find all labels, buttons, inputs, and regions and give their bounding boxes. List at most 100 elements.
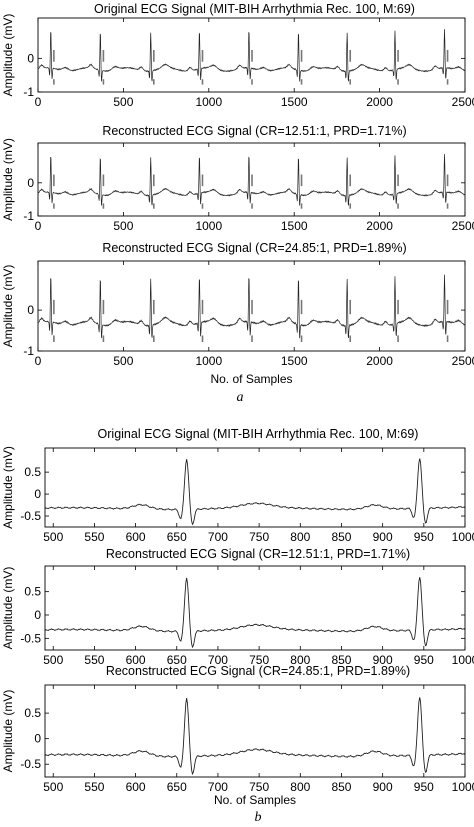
x-tick-label: 800: [290, 780, 310, 794]
x-tick-label: 750: [249, 653, 269, 667]
y-tick-label: 0.5: [24, 585, 41, 599]
y-axis-label: Amplitude (mV): [1, 138, 15, 221]
x-tick-label: 850: [331, 780, 351, 794]
x-tick-label: 2000: [366, 95, 393, 109]
x-tick-label: 0: [35, 354, 42, 368]
x-tick-label: 0: [35, 219, 42, 233]
y-axis-label: Amplitude (mV): [1, 265, 15, 348]
plot-frame: [37, 142, 466, 217]
panel-title: Original ECG Signal (MIT-BIH Arrhythmia …: [98, 427, 419, 441]
x-tick-label: 550: [84, 530, 104, 544]
ecg-panel-1: Original ECG Signal (MIT-BIH Arrhythmia …: [1, 2, 474, 109]
x-tick-label: 750: [249, 780, 269, 794]
x-tick-label: 1000: [195, 219, 222, 233]
panel-title: Reconstructed ECG Signal (CR=24.85:1, PR…: [106, 664, 410, 678]
plot-frame: [44, 565, 466, 651]
x-tick-label: 1000: [195, 354, 222, 368]
y-axis-label: Amplitude (mV): [1, 690, 15, 773]
y-tick-label: 0: [34, 487, 41, 501]
y-tick-label: 0: [27, 176, 34, 190]
x-tick-label: 850: [331, 653, 351, 667]
x-tick-label: 650: [167, 653, 187, 667]
panel-title: Reconstructed ECG Signal (CR=12.51:1, PR…: [102, 124, 406, 138]
x-tick-label: 500: [43, 530, 63, 544]
x-tick-label: 650: [167, 530, 187, 544]
panel-title: Reconstructed ECG Signal (CR=12.51:1, PR…: [106, 547, 410, 561]
x-tick-label: 900: [373, 653, 393, 667]
x-tick-label: 1500: [281, 219, 308, 233]
y-tick-label: 0: [27, 51, 34, 65]
y-tick-label: 0: [27, 303, 34, 317]
ecg-series-line: [44, 697, 466, 776]
x-tick-label: 900: [373, 530, 393, 544]
y-axis-label: Amplitude (mV): [1, 446, 15, 529]
plot-frame: [44, 684, 466, 778]
x-tick-label: 2000: [366, 219, 393, 233]
x-tick-label: 2000: [366, 354, 393, 368]
ecg-series-line: [44, 458, 466, 526]
y-tick-label: -0.5: [20, 509, 41, 523]
ecg-series-line: [37, 154, 466, 206]
y-tick-label: 0.5: [24, 706, 41, 720]
x-tick-label: 0: [35, 95, 42, 109]
x-tick-label: 800: [290, 530, 310, 544]
x-tick-label: 750: [249, 530, 269, 544]
y-tick-label: -1: [23, 344, 34, 358]
y-axis-label: Amplitude (mV): [1, 14, 15, 97]
x-tick-label: 1000: [195, 95, 222, 109]
y-tick-label: 0.5: [24, 465, 41, 479]
x-tick-label: 700: [208, 780, 228, 794]
x-tick-label: 650: [167, 780, 187, 794]
ecg-panel-2: Reconstructed ECG Signal (CR=12.51:1, PR…: [1, 124, 474, 233]
ecg-series-line: [44, 577, 466, 649]
x-tick-label: 500: [113, 354, 133, 368]
panel-title: Original ECG Signal (MIT-BIH Arrhythmia …: [94, 2, 415, 16]
x-axis-label: No. of Samples: [210, 372, 292, 386]
y-axis-label: Amplitude (mV): [1, 567, 15, 650]
x-tick-label: 500: [113, 219, 133, 233]
ecg-panel-3: Reconstructed ECG Signal (CR=24.85:1, PR…: [1, 241, 474, 386]
plot-frame: [37, 17, 466, 93]
plot-frame: [37, 260, 466, 352]
ecg-series-line: [37, 274, 466, 339]
x-tick-label: 500: [43, 780, 63, 794]
x-tick-label: 900: [373, 780, 393, 794]
ecg-series-line: [37, 29, 466, 82]
x-axis-label: No. of Samples: [214, 793, 296, 807]
x-tick-label: 1000: [452, 780, 474, 794]
x-tick-label: 1000: [452, 530, 474, 544]
x-tick-label: 1500: [281, 95, 308, 109]
ecg-panel-6: Reconstructed ECG Signal (CR=24.85:1, PR…: [1, 664, 474, 807]
ecg-panel-5: Reconstructed ECG Signal (CR=12.51:1, PR…: [1, 547, 474, 667]
x-tick-label: 550: [84, 780, 104, 794]
plot-frame: [44, 447, 466, 528]
x-tick-label: 950: [414, 780, 434, 794]
y-tick-label: 0: [34, 732, 41, 746]
x-tick-label: 550: [84, 653, 104, 667]
y-tick-label: 0: [34, 608, 41, 622]
caption-a: a: [237, 390, 244, 405]
x-tick-label: 700: [208, 653, 228, 667]
x-tick-label: 500: [43, 653, 63, 667]
x-tick-label: 1500: [281, 354, 308, 368]
x-tick-label: 1000: [452, 653, 474, 667]
y-tick-label: -1: [23, 85, 34, 99]
x-tick-label: 600: [126, 653, 146, 667]
x-tick-label: 600: [126, 780, 146, 794]
x-tick-label: 700: [208, 530, 228, 544]
y-tick-label: -0.5: [20, 631, 41, 645]
y-tick-label: -0.5: [20, 757, 41, 771]
x-tick-label: 500: [113, 95, 133, 109]
x-tick-label: 800: [290, 653, 310, 667]
y-tick-label: -1: [23, 209, 34, 223]
x-tick-label: 600: [126, 530, 146, 544]
panel-title: Reconstructed ECG Signal (CR=24.85:1, PR…: [102, 241, 406, 255]
x-tick-label: 850: [331, 530, 351, 544]
caption-b: b: [255, 810, 262, 825]
x-tick-label: 950: [414, 530, 434, 544]
ecg-panel-4: Original ECG Signal (MIT-BIH Arrhythmia …: [1, 427, 474, 544]
